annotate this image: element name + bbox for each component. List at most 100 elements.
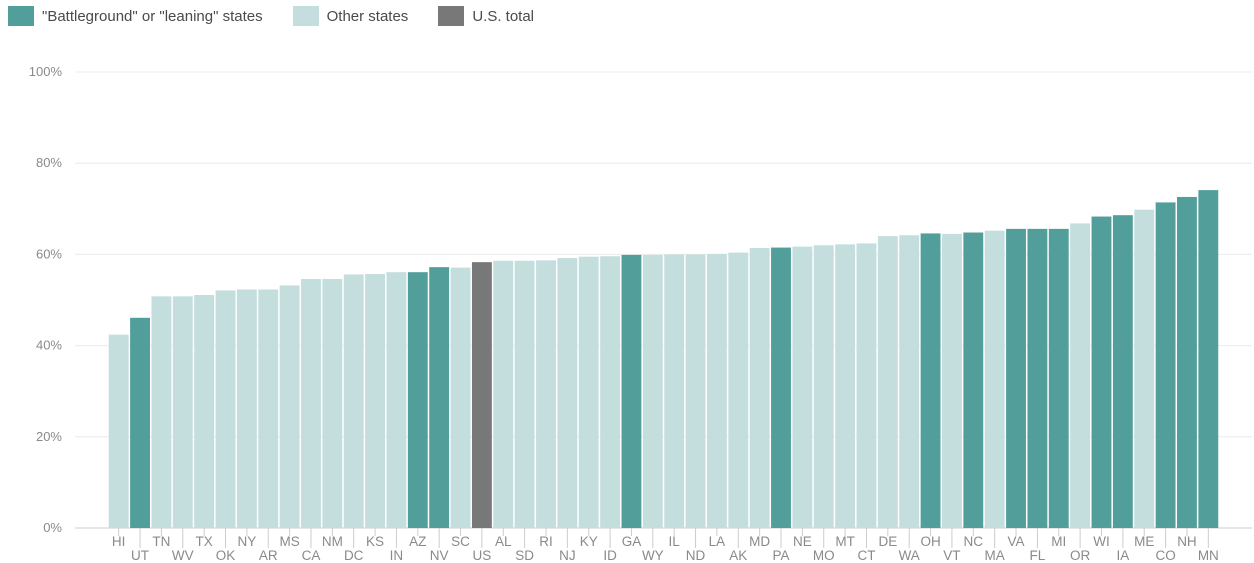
legend-item-us-total: U.S. total: [438, 6, 534, 26]
bar-nh: [1177, 196, 1197, 528]
x-tick-label-ct: CT: [857, 548, 875, 563]
x-tick-label-ga: GA: [622, 534, 642, 549]
x-tick-label-ma: MA: [985, 548, 1005, 563]
bar-hi: [108, 334, 129, 528]
x-tick-label-hi: HI: [112, 534, 126, 549]
x-tick-label-ar: AR: [259, 548, 278, 563]
bar-nc: [963, 232, 984, 528]
x-tick-label-nc: NC: [964, 534, 984, 549]
bar-ny: [236, 289, 257, 528]
bar-ks: [365, 274, 385, 528]
bar-wy: [642, 254, 663, 528]
bar-ma: [984, 230, 1005, 529]
x-tick-label-nm: NM: [322, 534, 343, 549]
legend: "Battleground" or "leaning" states Other…: [8, 6, 564, 26]
x-tick-label-wa: WA: [899, 548, 920, 563]
x-tick-label-ak: AK: [729, 548, 747, 563]
bar-oh: [920, 233, 941, 528]
bar-ms: [279, 285, 300, 528]
x-tick-label-or: OR: [1070, 548, 1091, 563]
x-tick-label-va: VA: [1008, 534, 1025, 549]
legend-item-other: Other states: [292, 6, 408, 26]
x-tick-label-mt: MT: [835, 534, 855, 549]
bar-me: [1134, 209, 1155, 528]
x-tick-label-nj: NJ: [559, 548, 576, 563]
bar-mo: [813, 245, 834, 528]
bar-wi: [1091, 216, 1112, 528]
x-tick-label-wi: WI: [1093, 534, 1110, 549]
x-tick-label-ut: UT: [131, 548, 149, 563]
x-tick-label-nh: NH: [1177, 534, 1197, 549]
bar-nd: [685, 254, 706, 528]
x-tick-label-dc: DC: [344, 548, 364, 563]
bar-md: [749, 248, 770, 529]
bar-ga: [621, 254, 642, 528]
bar-tn: [151, 296, 172, 528]
bar-fl: [1027, 228, 1048, 528]
x-tick-label-az: AZ: [409, 534, 426, 549]
legend-label-battleground: "Battleground" or "leaning" states: [42, 7, 263, 25]
bar-id: [600, 256, 621, 528]
x-tick-label-mo: MO: [813, 548, 835, 563]
bar-tx: [194, 294, 215, 528]
x-tick-label-fl: FL: [1030, 548, 1046, 563]
x-tick-label-ne: NE: [793, 534, 812, 549]
y-tick-label-60: 60%: [36, 246, 62, 261]
x-tick-label-de: DE: [878, 534, 897, 549]
bar-nv: [429, 267, 450, 528]
x-tick-label-id: ID: [603, 548, 617, 563]
x-tick-label-ca: CA: [302, 548, 321, 563]
y-tick-label-80: 80%: [36, 155, 62, 170]
bar-vt: [942, 233, 962, 528]
bar-nm: [322, 279, 343, 528]
bar-ok: [215, 290, 236, 528]
bar-nj: [557, 258, 578, 528]
legend-swatch-battleground: [8, 6, 34, 26]
x-tick-label-co: CO: [1155, 548, 1175, 563]
bar-de: [877, 236, 898, 528]
legend-swatch-us-total: [438, 6, 465, 26]
x-tick-label-me: ME: [1134, 534, 1154, 549]
x-tick-label-ri: RI: [539, 534, 553, 549]
bar-ut: [130, 317, 150, 528]
bar-ca: [301, 279, 321, 528]
x-tick-label-ok: OK: [216, 548, 236, 563]
bar-co: [1155, 202, 1176, 528]
x-tick-label-vt: VT: [943, 548, 960, 563]
bar-or: [1070, 223, 1091, 528]
y-tick-label-40: 40%: [36, 338, 62, 353]
legend-label-us-total: U.S. total: [472, 7, 535, 25]
bar-sd: [514, 260, 535, 528]
bar-al: [493, 260, 514, 528]
bar-ne: [792, 246, 813, 528]
x-tick-label-wv: WV: [172, 548, 194, 563]
x-tick-label-ks: KS: [366, 534, 384, 549]
bar-ia: [1112, 215, 1133, 528]
bar-wa: [899, 235, 920, 529]
bar-ri: [536, 260, 556, 528]
x-tick-label-sd: SD: [515, 548, 534, 563]
x-tick-label-mi: MI: [1051, 534, 1066, 549]
bar-az: [407, 272, 428, 528]
bar-va: [1006, 228, 1026, 528]
bar-la: [706, 253, 727, 528]
x-tick-label-ny: NY: [237, 534, 256, 549]
x-tick-label-tx: TX: [196, 534, 213, 549]
y-tick-label-20: 20%: [36, 429, 62, 444]
x-tick-label-in: IN: [390, 548, 404, 563]
legend-item-battleground: "Battleground" or "leaning" states: [8, 6, 263, 26]
bar-dc: [343, 274, 364, 528]
legend-swatch-other: [292, 6, 319, 26]
x-tick-label-il: IL: [669, 534, 681, 549]
x-tick-label-ms: MS: [279, 534, 299, 549]
x-tick-label-tn: TN: [152, 534, 170, 549]
x-tick-label-la: LA: [709, 534, 726, 549]
bar-ar: [258, 289, 279, 528]
y-tick-label-0: 0%: [43, 520, 62, 535]
x-tick-label-md: MD: [749, 534, 770, 549]
bar-ct: [856, 243, 877, 528]
x-tick-label-wy: WY: [642, 548, 664, 563]
x-tick-label-ky: KY: [580, 534, 598, 549]
